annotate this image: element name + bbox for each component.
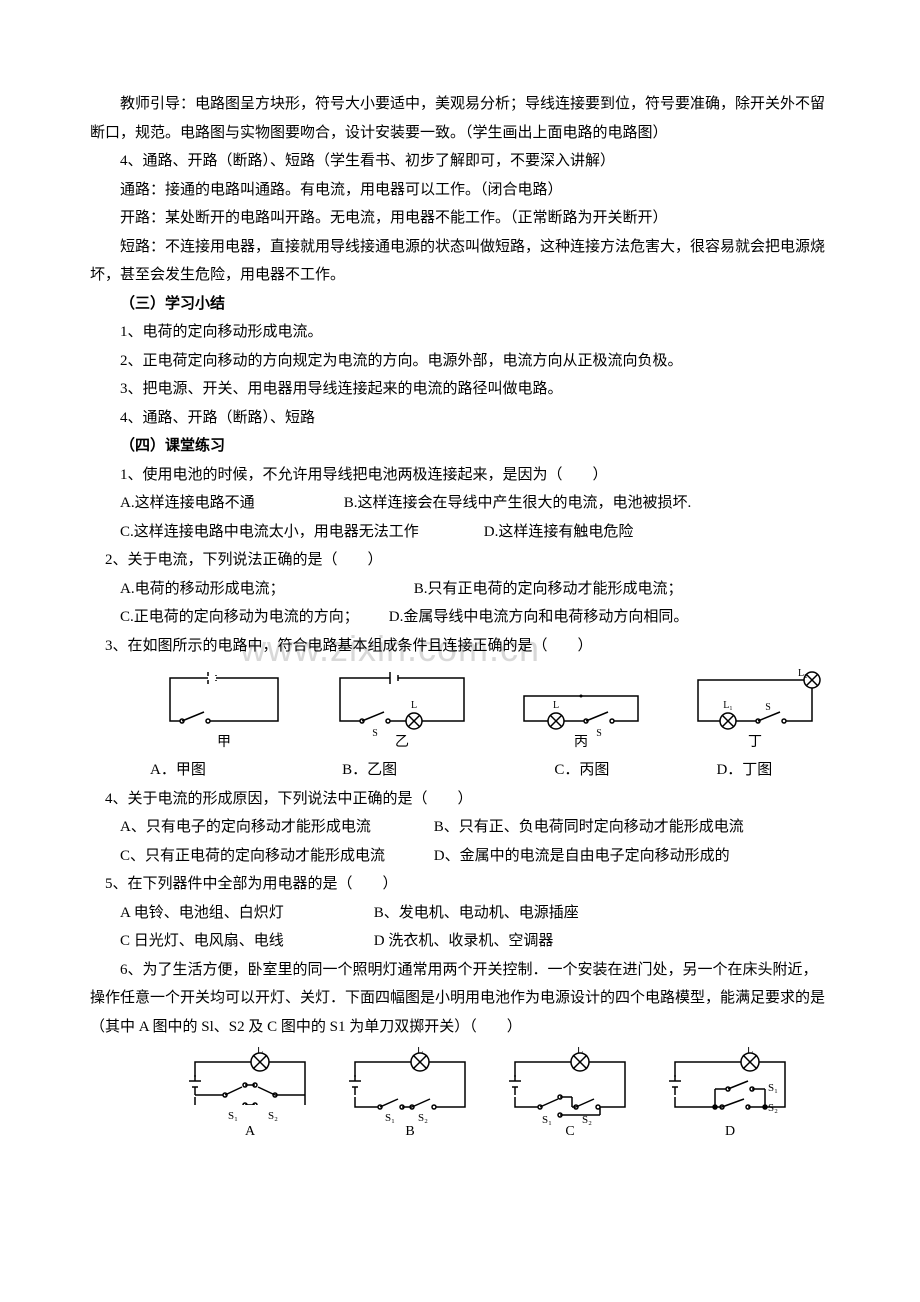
q3-circuit-ding: L₂ L₁ S 丁	[680, 666, 830, 754]
q1-row2: C.这样连接电路中电流太小，用电器无法工作 D.这样连接有触电危险	[120, 518, 830, 547]
q3-stem: 3、在如图所示的电路中，符合电路基本组成条件且连接正确的是（ ）	[90, 632, 830, 661]
svg-text:S₂: S₂	[768, 1102, 778, 1114]
q4-option-b: B、只有正、负电荷同时定向移动才能形成电流	[434, 819, 744, 835]
q6-label-a: A	[245, 1124, 256, 1137]
q3-caption-ding: 丁	[748, 735, 762, 750]
summary-2: 2、正电荷定向移动的方向规定为电流的方向。电源外部，电流方向从正极流向负极。	[90, 347, 830, 376]
q2-option-b: B.只有正电荷的定向移动才能形成电流；	[414, 581, 683, 597]
svg-text:S₁: S₁	[768, 1082, 778, 1094]
q3-circuit-yi: L S 乙	[322, 666, 482, 754]
summary-4: 4、通路、开路（断路）、短路	[90, 404, 830, 433]
q6-circuit-a: L S₁ S₂ A	[180, 1047, 320, 1137]
q3-caption-jia: 甲	[217, 735, 231, 750]
q6-circuit-b: L S₁ S₂ B	[340, 1047, 480, 1137]
q5-option-b: B、发电机、电动机、电源插座	[374, 905, 579, 921]
q1-stem: 1、使用电池的时候，不允许用导线把电池两极连接起来，是因为（ ）	[90, 461, 830, 490]
q1-option-a: A.这样连接电路不通	[120, 489, 340, 518]
q3-opt-b: B．乙图	[312, 756, 504, 785]
q6-label-b: B	[405, 1124, 414, 1137]
q5-stem: 5、在下列器件中全部为用电器的是（ ）	[90, 870, 830, 899]
summary-1: 1、电荷的定向移动形成电流。	[90, 318, 830, 347]
q4-row1: A、只有电子的定向移动才能形成电流 B、只有正、负电荷同时定向移动才能形成电流	[120, 813, 830, 842]
section3-title: （三）学习小结	[90, 290, 830, 319]
q1-option-d: D.这样连接有触电危险	[484, 524, 634, 540]
svg-text:S₂: S₂	[582, 1114, 592, 1126]
svg-text:S: S	[765, 702, 771, 713]
para-duanlu: 短路：不连接用电器，直接就用导线接通电源的状态叫做短路，这种连接方法危害大，很容…	[90, 233, 830, 290]
q4-option-a: A、只有电子的定向移动才能形成电流	[120, 813, 430, 842]
svg-text:L: L	[411, 700, 417, 711]
q2-option-a: A.电荷的移动形成电流；	[120, 575, 410, 604]
q4-option-d: D、金属中的电流是自由电子定向移动形成的	[434, 848, 730, 864]
q6-stem: 6、为了生活方便，卧室里的同一个照明灯通常用两个开关控制．一个安装在进门处，另一…	[90, 956, 830, 1042]
q2-row1: A.电荷的移动形成电流； B.只有正电荷的定向移动才能形成电流；	[120, 575, 830, 604]
svg-text:S: S	[596, 728, 602, 739]
svg-text:L: L	[257, 1047, 263, 1056]
q6-circuit-d: L S₁ S₂ D	[660, 1047, 800, 1137]
q1-option-c: C.这样连接电路中电流太小，用电器无法工作	[120, 518, 480, 547]
para-kailu: 开路：某处断开的电路叫开路。无电流，用电器不能工作。（正常断路为开关断开）	[90, 204, 830, 233]
para-item4: 4、通路、开路（断路）、短路（学生看书、初步了解即可，不要深入讲解）	[90, 147, 830, 176]
q2-option-c: C.正电荷的定向移动为电流的方向；	[120, 603, 385, 632]
section4-title: （四）课堂练习	[90, 432, 830, 461]
q3-options: A．甲图 B．乙图 C．丙图 D．丁图	[150, 756, 830, 785]
q3-diagram-row: 甲 L S 乙	[150, 666, 830, 754]
svg-text:S₂: S₂	[418, 1112, 428, 1124]
q3-opt-c: C．丙图	[504, 756, 716, 785]
q5-row1: A 电铃、电池组、白炽灯 B、发电机、电动机、电源插座	[120, 899, 830, 928]
q3-caption-bing: 丙	[574, 735, 588, 750]
q1-row1: A.这样连接电路不通 B.这样连接会在导线中产生很大的电流，电池被损坏.	[120, 489, 830, 518]
q3-opt-d: D．丁图	[716, 756, 830, 785]
svg-text:S₁: S₁	[228, 1110, 238, 1122]
svg-text:L: L	[577, 1047, 583, 1056]
q6-diagram-row: L S₁ S₂ A L S₁ S₂	[180, 1047, 800, 1137]
q2-option-d: D.金属导线中电流方向和电荷移动方向相同。	[389, 609, 689, 625]
q3-circuit-bing: L S 丙	[506, 666, 656, 754]
q2-row2: C.正电荷的定向移动为电流的方向； D.金属导线中电流方向和电荷移动方向相同。	[120, 603, 830, 632]
q4-option-c: C、只有正电荷的定向移动才能形成电流	[120, 842, 430, 871]
q6-circuit-c: L S₁ S₂ C	[500, 1047, 640, 1137]
q5-option-a: A 电铃、电池组、白炽灯	[120, 899, 370, 928]
q6-label-c: C	[565, 1124, 574, 1137]
q5-row2: C 日光灯、电风扇、电线 D 洗衣机、收录机、空调器	[120, 927, 830, 956]
svg-text:L₁: L₁	[723, 700, 733, 711]
svg-text:S₁: S₁	[542, 1114, 552, 1126]
q1-option-b: B.这样连接会在导线中产生很大的电流，电池被损坏.	[344, 495, 692, 511]
para-tonglu: 通路：接通的电路叫通路。有电流，用电器可以工作。（闭合电路）	[90, 176, 830, 205]
q6-label-d: D	[725, 1124, 735, 1137]
svg-text:L: L	[747, 1047, 753, 1056]
q5-option-c: C 日光灯、电风扇、电线	[120, 927, 370, 956]
q3-opt-a: A．甲图	[150, 756, 312, 785]
q5-option-d: D 洗衣机、收录机、空调器	[374, 933, 554, 949]
summary-3: 3、把电源、开关、用电器用导线连接起来的电流的路径叫做电路。	[90, 375, 830, 404]
svg-text:L₂: L₂	[798, 668, 808, 679]
svg-text:L: L	[417, 1047, 423, 1056]
para-teacher-guide: 教师引导：电路图呈方块形，符号大小要适中，美观易分析；导线连接要到位，符号要准确…	[90, 90, 830, 147]
svg-text:S: S	[372, 728, 378, 739]
svg-text:L: L	[553, 700, 559, 711]
q2-stem: 2、关于电流，下列说法正确的是（ ）	[90, 546, 830, 575]
q4-row2: C、只有正电荷的定向移动才能形成电流 D、金属中的电流是自由电子定向移动形成的	[120, 842, 830, 871]
svg-text:S₂: S₂	[268, 1110, 278, 1122]
q3-caption-yi: 乙	[395, 734, 409, 750]
svg-text:S₁: S₁	[385, 1112, 395, 1124]
q4-stem: 4、关于电流的形成原因，下列说法中正确的是（ ）	[90, 785, 830, 814]
q3-circuit-jia: 甲	[150, 666, 298, 754]
